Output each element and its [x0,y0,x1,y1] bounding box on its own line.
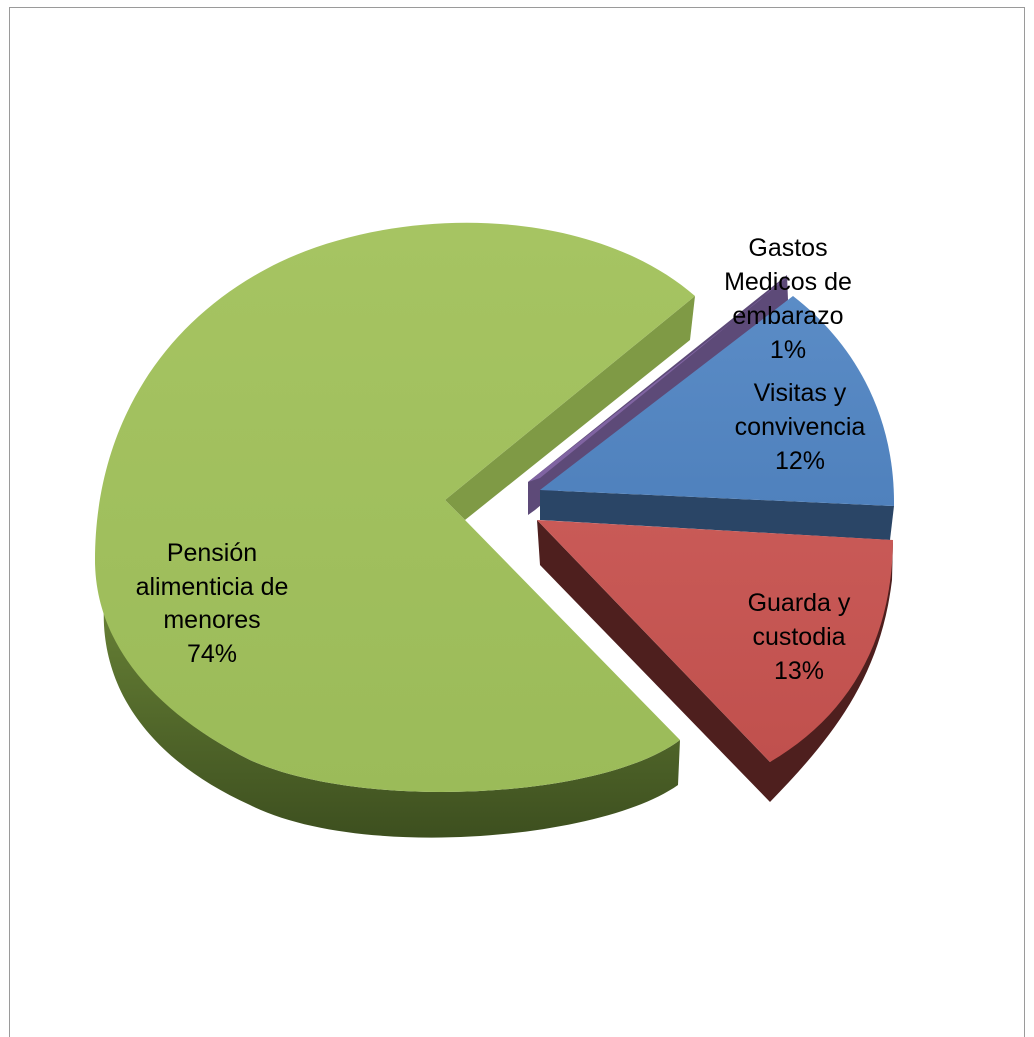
slice-inner-wall-pension [445,296,695,520]
slice-visitas [540,296,895,506]
gastos-percent-label: 1% [770,336,806,364]
pension-percent-label: 74% [187,640,237,668]
slice-label-gastos: Gastos Medicos de embarazo 1% [724,234,852,364]
chart-frame [9,7,1025,1037]
guarda-label-line-1: Guarda y [748,589,851,617]
guarda-label-line-2: custodia [752,623,845,651]
guarda-percent-label: 13% [774,657,824,685]
gastos-label-line-1: Gastos [748,234,827,262]
slice-label-visitas: Visitas y convivencia 12% [735,379,866,475]
pension-label-line-3: menores [163,606,260,634]
slice-guarda [537,520,893,762]
gastos-label-line-2: Medicos de [724,268,852,296]
slice-label-guarda: Guarda y custodia 13% [748,589,851,685]
pension-label-line-2: alimenticia de [136,573,289,601]
visitas-label-line-2: convivencia [735,413,866,441]
slice-side-pension [95,560,680,838]
visitas-label-line-1: Visitas y [754,379,847,407]
gastos-label-line-3: embarazo [732,302,843,330]
visitas-percent-label: 12% [775,447,825,475]
slice-label-pension: Pensión alimenticia de menores 74% [136,539,289,668]
slice-side-visitas [540,490,894,540]
pension-label-line-1: Pensión [167,539,257,567]
slice-pension [95,222,695,793]
